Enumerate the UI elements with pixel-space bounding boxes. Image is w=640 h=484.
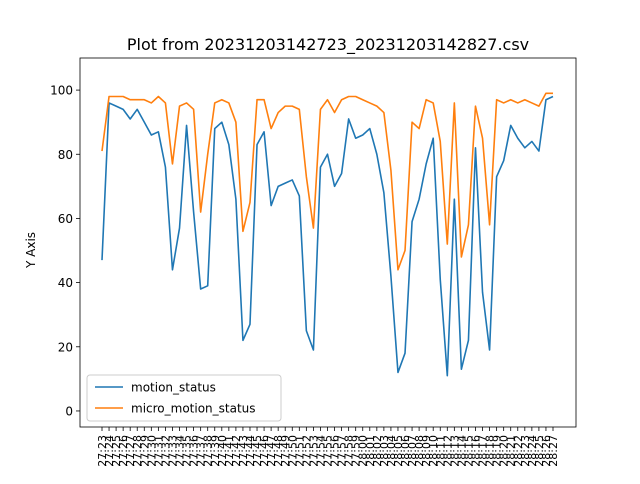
x-tick-label: 28:12 <box>441 435 454 467</box>
x-tick-label: 28:23 <box>519 435 532 467</box>
x-tick-label: 27:24 <box>103 435 116 467</box>
x-tick-label: 28:00 <box>357 435 370 467</box>
x-tick-label: 28:01 <box>364 435 377 467</box>
x-tick-label: 27:23 <box>96 435 109 467</box>
x-tick-label: 27:40 <box>216 435 229 467</box>
x-tick-label: 28:08 <box>413 435 426 467</box>
x-tick-label: 28:27 <box>547 435 560 467</box>
x-tick-label: 28:24 <box>526 435 539 467</box>
x-tick-label: 28:14 <box>455 435 468 467</box>
x-tick-label: 27:56 <box>329 435 342 467</box>
x-tick-label: 27:34 <box>174 435 187 467</box>
x-tick-label: 28:07 <box>406 435 419 467</box>
x-tick-label: 28:25 <box>533 435 546 467</box>
x-tick-label: 27:44 <box>244 435 257 467</box>
x-tick-label: 28:03 <box>378 435 391 467</box>
x-tick-label: 28:26 <box>540 435 553 467</box>
legend-box <box>86 374 282 422</box>
x-tick-label: 27:51 <box>293 435 306 467</box>
x-tick-label: 28:09 <box>420 435 433 467</box>
axes-frame <box>79 57 577 428</box>
x-tick-label: 27:29 <box>138 435 151 467</box>
y-tick-label: 100 <box>50 84 73 98</box>
x-tick-label: 27:54 <box>314 435 327 467</box>
legend-label: micro_motion_status <box>131 402 256 416</box>
x-tick-label: 28:13 <box>448 435 461 467</box>
x-tick-label: 28:02 <box>371 435 384 467</box>
x-tick-label: 28:18 <box>484 435 497 467</box>
x-tick-label: 27:47 <box>265 435 278 467</box>
x-tick-label: 28:21 <box>505 435 518 467</box>
x-tick-label: 28:20 <box>498 435 511 467</box>
x-tick-label: 27:39 <box>209 435 222 467</box>
x-tick-label: 28:22 <box>512 435 525 467</box>
y-tick-label: 80 <box>58 148 73 162</box>
x-tick-label: 28:06 <box>399 435 412 467</box>
x-tick-label: 27:55 <box>322 435 335 467</box>
x-tick-label: 28:15 <box>462 435 475 467</box>
x-tick-label: 27:57 <box>336 435 349 467</box>
x-tick-label: 28:05 <box>392 435 405 467</box>
x-tick-label: 27:50 <box>286 435 299 467</box>
x-tick-label: 27:53 <box>307 435 320 467</box>
x-tick-label: 28:10 <box>427 435 440 467</box>
x-tick-label: 27:36 <box>188 435 201 467</box>
x-tick-label: 27:48 <box>272 435 285 467</box>
x-tick-label: 27:45 <box>251 435 264 467</box>
x-tick-label: 27:49 <box>279 435 292 467</box>
x-tick-label: 27:33 <box>166 435 179 467</box>
x-tick-label: 27:43 <box>237 435 250 467</box>
series-line <box>101 92 553 271</box>
x-tick-label: 27:28 <box>131 435 144 467</box>
y-axis-label: Y Axis <box>24 232 38 269</box>
x-tick-label: 27:30 <box>145 435 158 467</box>
x-tick-label: 27:41 <box>223 435 236 467</box>
x-tick-label: 27:37 <box>195 435 208 467</box>
x-tick-label: 27:59 <box>350 435 363 467</box>
x-tick-label: 27:38 <box>202 435 215 467</box>
y-tick-label: 0 <box>65 404 73 418</box>
x-tick-label: 27:58 <box>343 435 356 467</box>
x-tick-label: 27:52 <box>300 435 313 467</box>
x-tick-label: 27:31 <box>152 435 165 467</box>
x-tick-label: 28:16 <box>469 435 482 467</box>
series-line <box>101 95 554 377</box>
x-tick-label: 27:35 <box>181 435 194 467</box>
y-tick-label: 60 <box>58 212 73 226</box>
x-tick-label: 28:19 <box>491 435 504 467</box>
plot-area: 02040608010027:2327:2427:2527:2627:2727:… <box>50 57 577 467</box>
x-tick-label: 27:26 <box>117 435 130 467</box>
x-tick-label: 28:11 <box>434 435 447 467</box>
x-tick-label: 27:42 <box>230 435 243 467</box>
x-tick-label: 27:32 <box>159 435 172 467</box>
x-tick-label: 28:04 <box>385 435 398 467</box>
x-tick-label: 27:27 <box>124 435 137 467</box>
x-tick-label: 27:25 <box>110 435 123 467</box>
x-tick-label: 28:17 <box>477 435 490 467</box>
x-tick-label: 27:46 <box>258 435 271 467</box>
chart-title: Plot from 20231203142723_20231203142827.… <box>127 35 529 55</box>
legend-label: motion_status <box>131 381 216 395</box>
y-tick-label: 40 <box>58 276 73 290</box>
y-tick-label: 20 <box>58 340 73 354</box>
